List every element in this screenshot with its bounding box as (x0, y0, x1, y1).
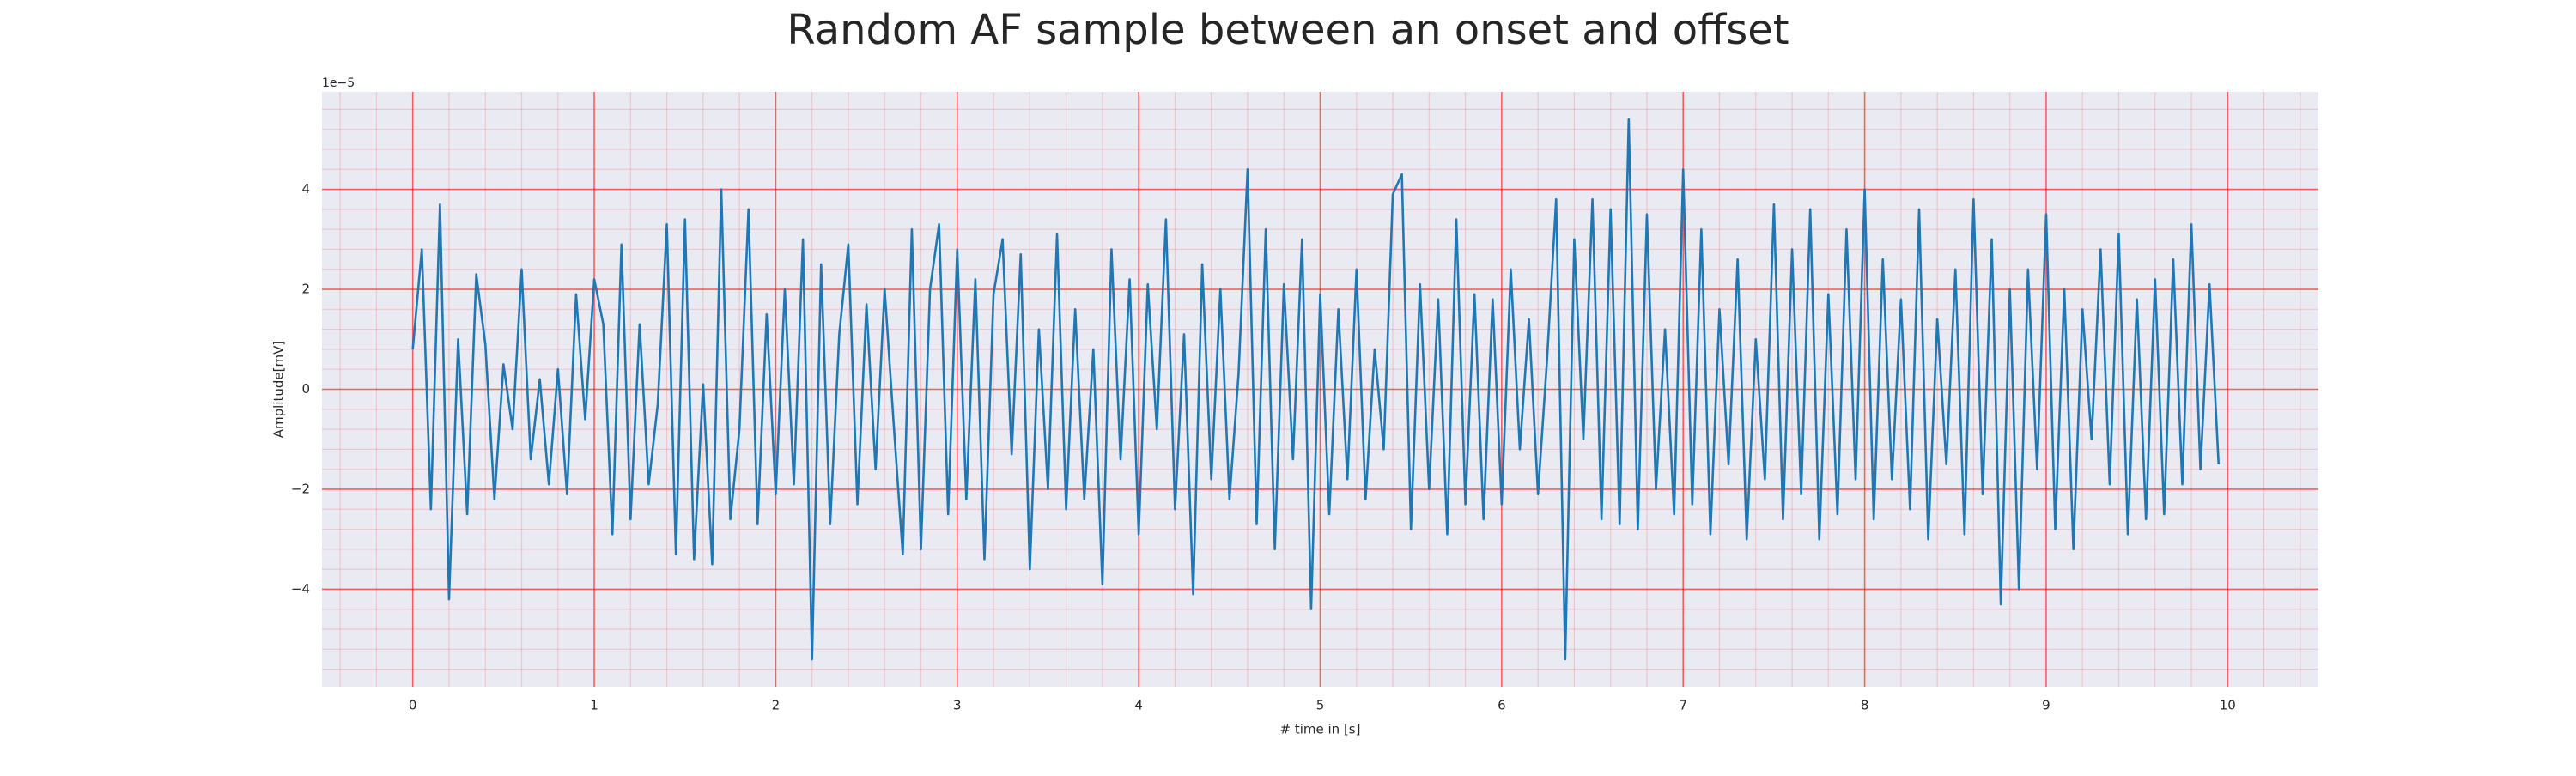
x-tick-label: 1 (590, 698, 598, 713)
x-tick-label: 7 (1679, 698, 1687, 713)
x-axis-label: # time in [s] (1280, 722, 1361, 737)
x-tick-label: 8 (1861, 698, 1869, 713)
chart-title: Random AF sample between an onset and of… (787, 6, 1789, 54)
y-tick-label: −4 (291, 581, 310, 597)
x-tick-label: 0 (409, 698, 417, 713)
y-tick-label: 0 (301, 381, 310, 397)
y-tick-label: 4 (301, 181, 310, 197)
signal-line (411, 118, 2221, 661)
x-tick-label: 5 (1316, 698, 1325, 713)
x-tick-label: 3 (953, 698, 962, 713)
x-tick-label: 10 (2220, 698, 2236, 713)
y-axis-label: Amplitude[mV] (271, 341, 287, 438)
y-tick-label: 2 (301, 282, 310, 297)
y-tick-label: −2 (291, 481, 310, 496)
axis-offset: 1e−5 (322, 76, 355, 90)
x-tick-label: 2 (772, 698, 781, 713)
x-tick-label: 9 (2042, 698, 2050, 713)
x-tick-label: 6 (1498, 698, 1506, 713)
x-tick-label: 4 (1134, 698, 1143, 713)
